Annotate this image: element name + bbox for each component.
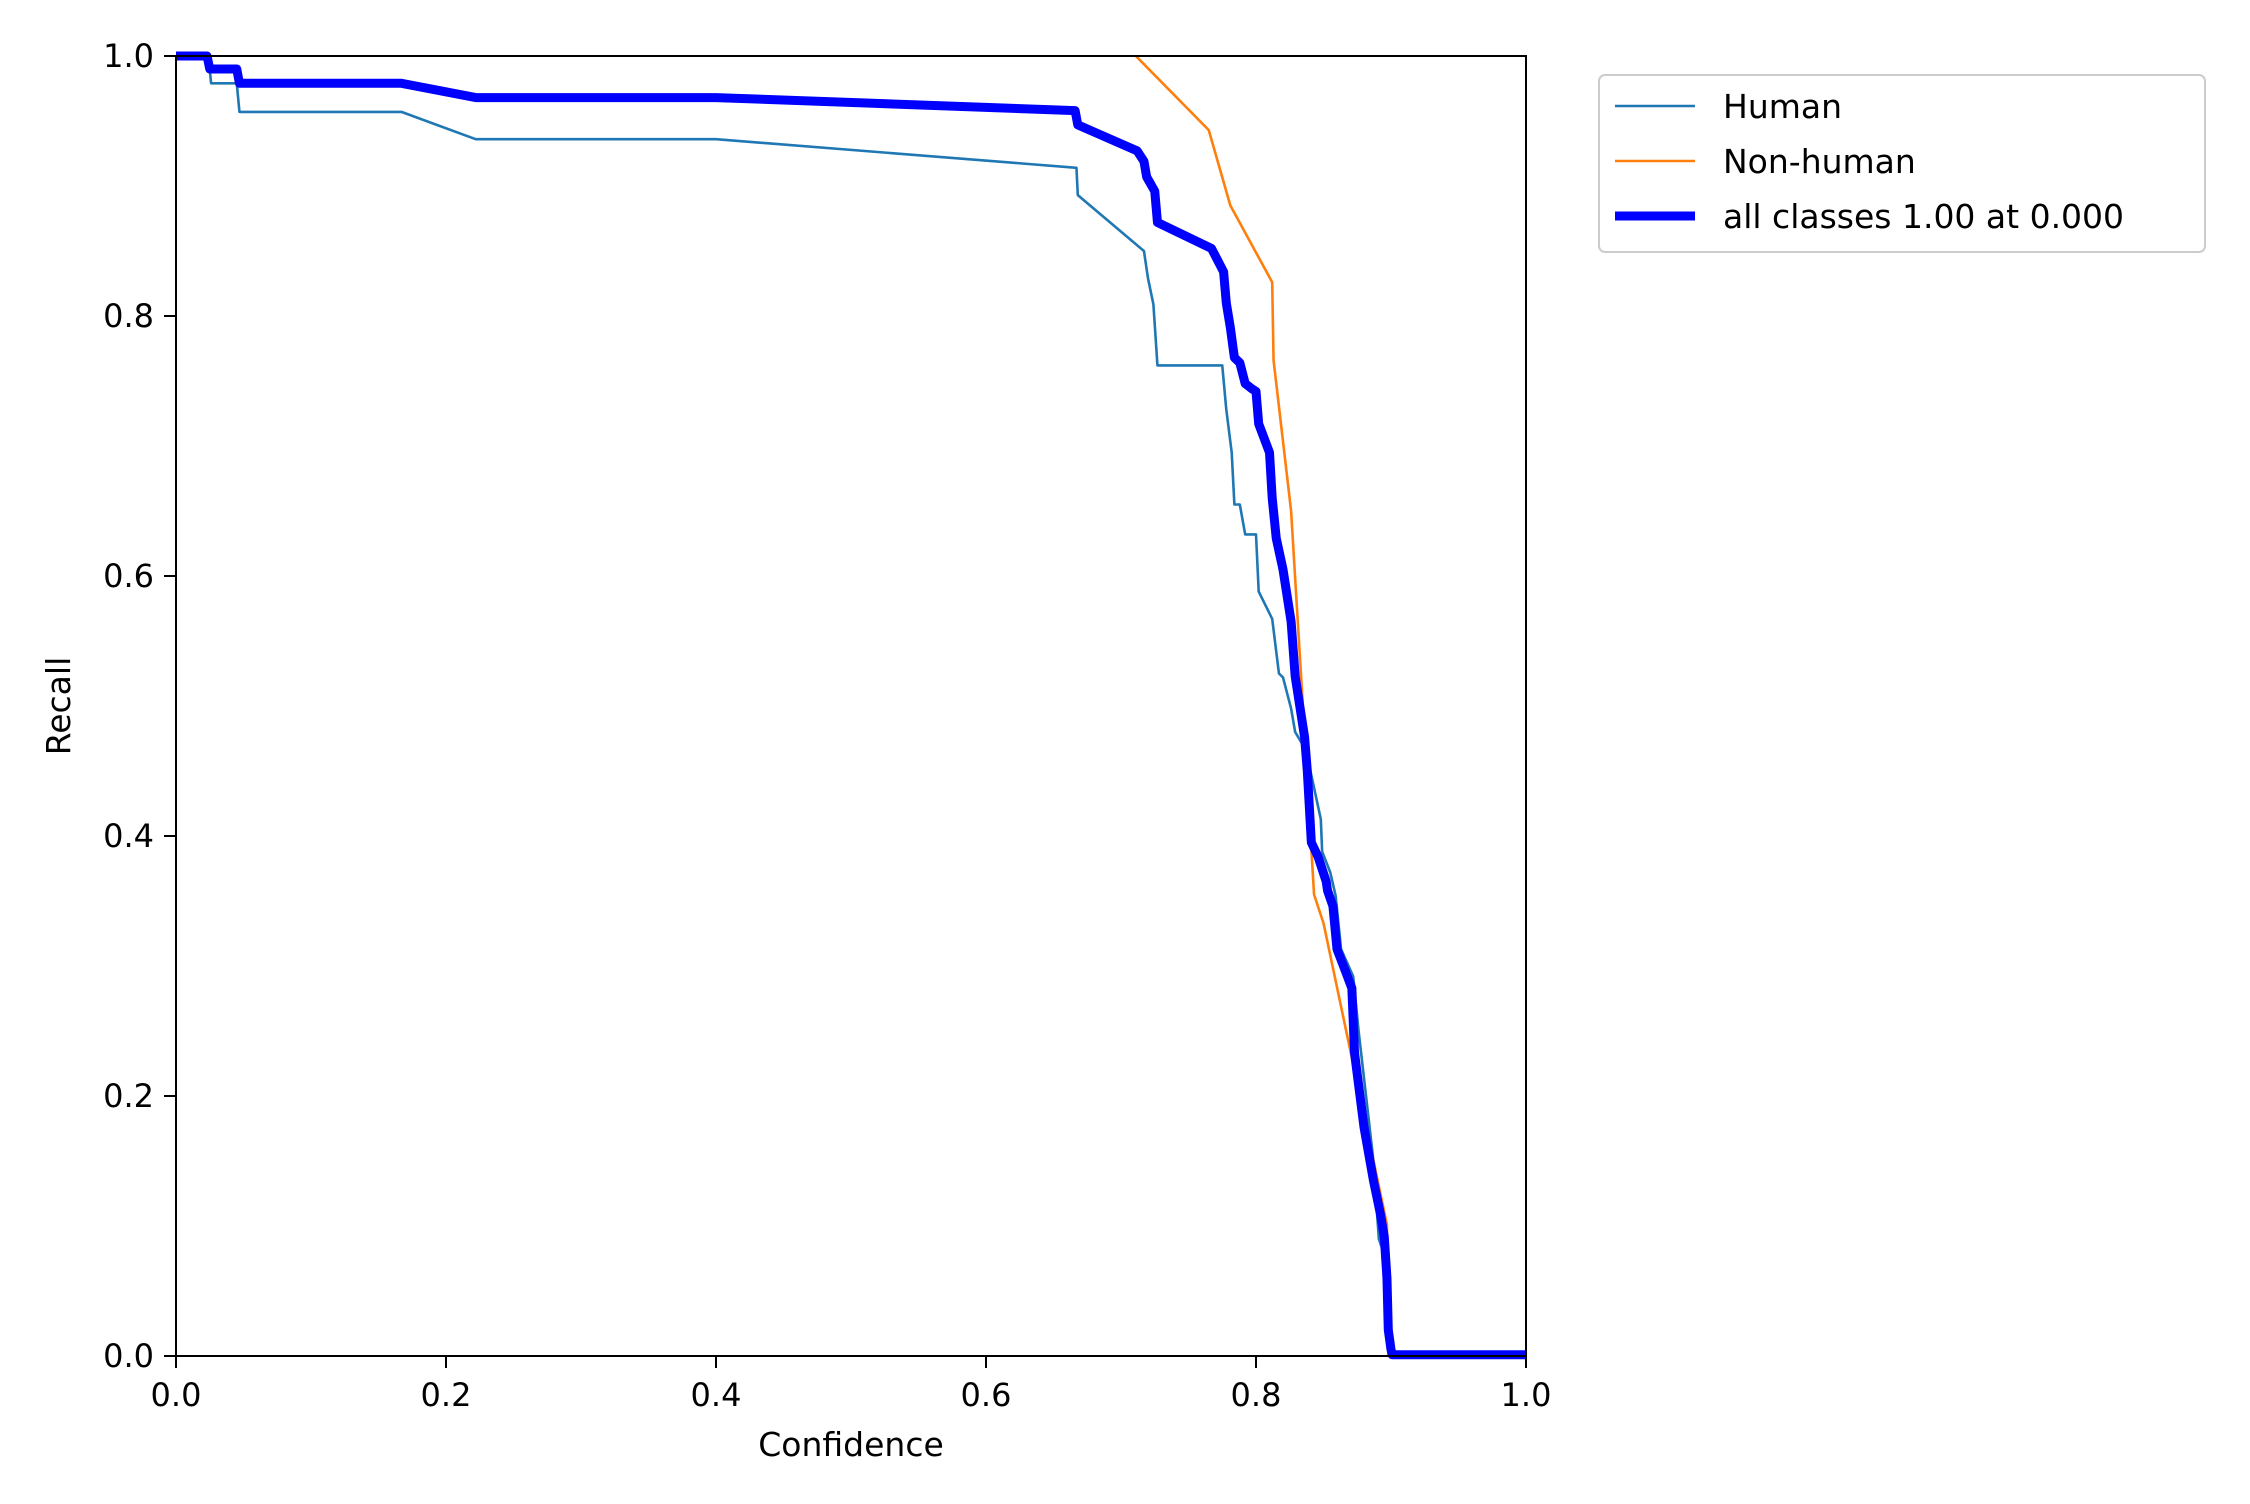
y-tick-label: 0.2 [103,1077,154,1115]
legend-label-3: all classes 1.00 at 0.000 [1723,197,2124,236]
legend-label-1: Human [1723,87,1842,126]
y-tick-label: 1.0 [103,37,154,75]
x-axis: 0.0 0.2 0.4 0.6 0.8 1.0 [151,1356,1552,1414]
y-tick-label: 0.4 [103,817,154,855]
x-tick-label: 0.4 [691,1376,742,1414]
y-tick-label: 0.8 [103,297,154,335]
series-line-3 [176,51,1526,1360]
x-axis-label: Confidence [758,1425,944,1464]
x-tick-label: 0.2 [421,1376,472,1414]
plot-frame [175,55,1527,1357]
x-tick-label: 1.0 [1501,1376,1552,1414]
legend-box [1598,74,2206,253]
y-axis-label: Recall [39,657,78,755]
x-tick-label: 0.6 [961,1376,1012,1414]
legend: Human Non-human all classes 1.00 at 0.000 [1598,74,2206,253]
y-axis: 0.0 0.2 0.4 0.6 0.8 1.0 [103,37,176,1375]
y-tick-label: 0.0 [103,1337,154,1375]
series-layer [176,51,1526,1360]
x-tick-label: 0.8 [1231,1376,1282,1414]
x-tick-label: 0.0 [151,1376,202,1414]
y-tick-label: 0.6 [103,557,154,595]
legend-label-2: Non-human [1723,142,1916,181]
